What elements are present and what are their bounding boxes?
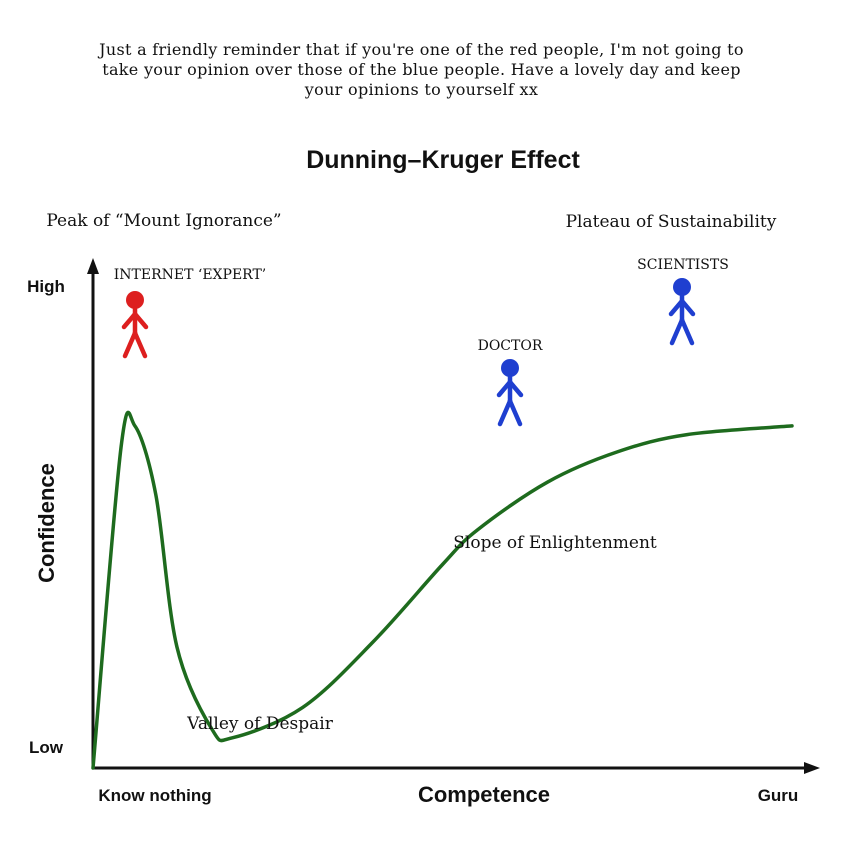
chart-title: Dunning–Kruger Effect xyxy=(306,146,580,174)
y-tick-low: Low xyxy=(29,738,64,757)
y-tick-high: High xyxy=(27,277,65,296)
caption-line-1: Just a friendly reminder that if you're … xyxy=(99,40,744,59)
x-axis-label: Competence xyxy=(418,782,550,807)
y-axis-arrow xyxy=(87,258,99,274)
caption-line-2: take your opinion over those of the blue… xyxy=(102,60,741,79)
label-scientists: SCIENTISTS xyxy=(637,257,729,273)
caption-line-3: your opinions to yourself xx xyxy=(304,80,539,99)
blue-stick-figure-doctor-icon xyxy=(496,359,524,427)
annotation-slope: Slope of Enlightenment xyxy=(453,533,657,553)
label-doctor: DOCTOR xyxy=(478,338,543,354)
x-axis-arrow xyxy=(804,762,820,774)
label-internet-expert: INTERNET ‘EXPERT’ xyxy=(114,267,267,283)
x-tick-guru: Guru xyxy=(758,786,799,805)
meme-caption: Just a friendly reminder that if you're … xyxy=(20,40,823,100)
annotation-peak: Peak of “Mount Ignorance” xyxy=(46,211,281,231)
y-axis-label: Confidence xyxy=(34,463,59,583)
annotation-valley: Valley of Despair xyxy=(186,714,334,734)
blue-stick-figure-scientist-icon xyxy=(668,278,696,346)
confidence-curve xyxy=(91,410,794,770)
x-tick-know-nothing: Know nothing xyxy=(98,786,211,805)
red-stick-figure-icon xyxy=(121,291,149,359)
annotation-plateau: Plateau of Sustainability xyxy=(566,212,777,232)
